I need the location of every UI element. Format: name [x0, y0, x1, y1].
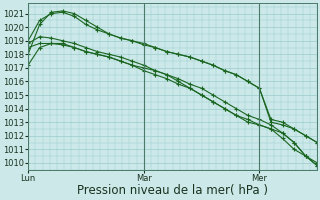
- X-axis label: Pression niveau de la mer( hPa ): Pression niveau de la mer( hPa ): [77, 184, 268, 197]
